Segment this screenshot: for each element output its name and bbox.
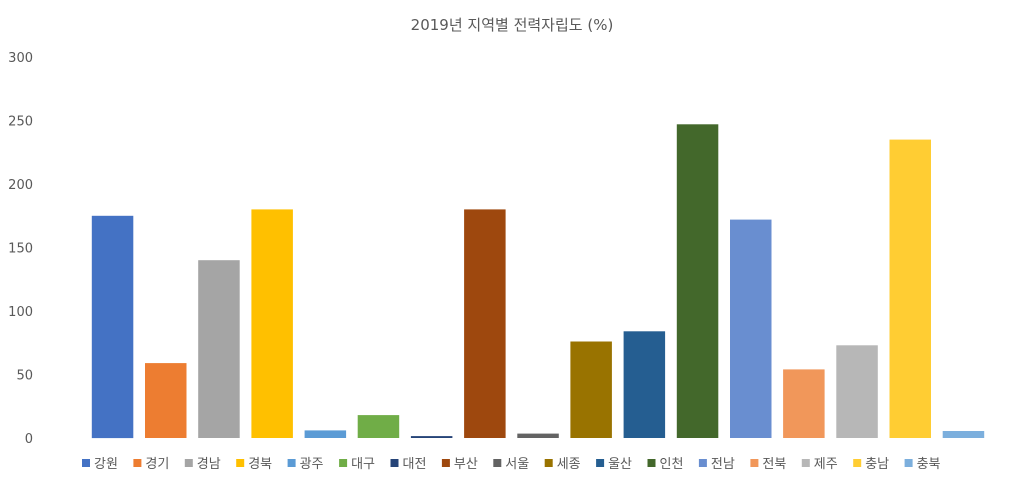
bar-경북 (251, 209, 293, 438)
legend-label: 세종 (557, 457, 581, 472)
legend-label: 대구 (351, 457, 375, 472)
bar-인천 (676, 124, 719, 439)
bar-전남 (730, 219, 772, 438)
bar-경기 (145, 363, 187, 438)
bar-부산 (464, 209, 506, 438)
bar-울산 (623, 331, 666, 438)
legend-swatch (339, 459, 348, 467)
legend-swatch (287, 459, 296, 467)
bar-강원 (91, 215, 134, 439)
legend-label: 부산 (454, 457, 478, 472)
legend-label: 서울 (505, 457, 529, 472)
y-tick-label: 300 (8, 51, 33, 66)
chart-title: 2019년 지역별 전력자립도 (%) (410, 16, 614, 34)
legend-swatch (801, 459, 810, 467)
legend-swatch (596, 459, 605, 467)
legend-swatch (647, 459, 656, 467)
bar-대구 (357, 415, 400, 438)
bar-제주 (836, 345, 878, 438)
legend-swatch (441, 459, 450, 467)
bar-경남 (198, 260, 240, 438)
bar-서울 (517, 433, 559, 438)
bar-대전 (410, 436, 453, 438)
legend-swatch (82, 459, 90, 467)
bar-세종 (570, 341, 612, 438)
bar-충남 (889, 139, 931, 438)
legend-swatch (904, 459, 913, 467)
legend-label: 울산 (608, 457, 632, 472)
bar-충북 (942, 431, 985, 438)
y-tick-label: 100 (8, 305, 33, 320)
legend-label: 전북 (762, 457, 786, 472)
legend-label: 충북 (917, 457, 941, 472)
y-tick-label: 150 (8, 242, 33, 257)
legend-label: 경기 (145, 457, 169, 472)
y-tick-label: 200 (8, 178, 33, 193)
legend-label: 인천 (660, 457, 684, 472)
y-tick-label: 50 (16, 369, 33, 384)
legend-label: 대전 (403, 457, 427, 472)
legend-label: 전남 (711, 457, 735, 472)
legend-swatch (698, 459, 707, 467)
y-tick-label: 0 (25, 432, 33, 447)
y-tick-label: 250 (8, 115, 33, 130)
legend-swatch (184, 459, 193, 467)
legend-label: 제주 (814, 457, 838, 472)
legend-swatch (133, 459, 142, 467)
legend-label: 강원 (94, 457, 118, 472)
legend-label: 광주 (300, 457, 324, 472)
legend-swatch (544, 459, 553, 467)
legend-swatch (853, 459, 862, 467)
legend-label: 경남 (197, 457, 221, 472)
legend-swatch (493, 459, 502, 467)
legend-label: 경북 (248, 457, 272, 472)
bar-전북 (783, 369, 825, 438)
legend-label: 충남 (865, 457, 889, 472)
legend-swatch (236, 459, 245, 467)
legend-swatch (750, 459, 759, 467)
bar-광주 (304, 430, 347, 438)
legend-swatch (390, 459, 399, 467)
